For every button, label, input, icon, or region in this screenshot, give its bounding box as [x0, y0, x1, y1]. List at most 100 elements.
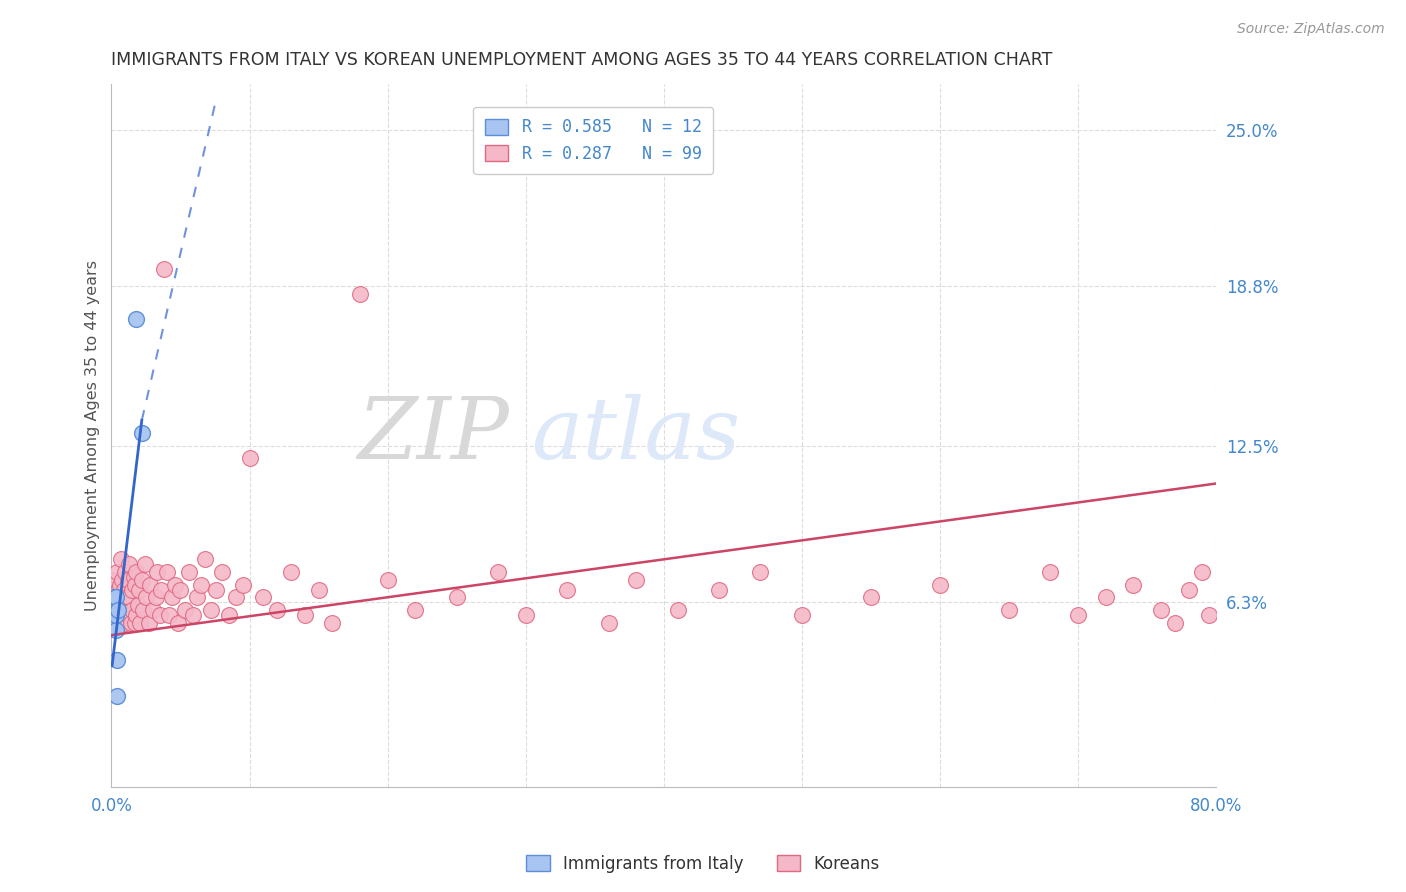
- Point: [125, 607, 148, 622]
- Point: [349, 287, 371, 301]
- Point: [555, 582, 578, 597]
- Point: [1198, 607, 1220, 622]
- Point: [145, 591, 167, 605]
- Point: [404, 603, 426, 617]
- Point: [200, 603, 222, 617]
- Point: [1177, 582, 1199, 597]
- Point: [115, 591, 138, 605]
- Point: [1164, 615, 1187, 630]
- Point: [160, 591, 183, 605]
- Point: [101, 621, 124, 635]
- Point: [190, 577, 212, 591]
- Point: [120, 615, 142, 630]
- Point: [118, 558, 141, 572]
- Text: ZIP: ZIP: [357, 394, 509, 477]
- Point: [129, 615, 152, 630]
- Point: [124, 577, 146, 591]
- Point: [624, 573, 647, 587]
- Point: [138, 615, 160, 630]
- Point: [266, 603, 288, 617]
- Point: [156, 565, 179, 579]
- Point: [103, 615, 125, 630]
- Point: [1039, 565, 1062, 579]
- Point: [666, 603, 689, 617]
- Point: [181, 607, 204, 622]
- Point: [103, 591, 125, 605]
- Legend: R = 0.585   N = 12, R = 0.287   N = 99: R = 0.585 N = 12, R = 0.287 N = 99: [474, 106, 713, 174]
- Point: [122, 570, 145, 584]
- Point: [114, 615, 136, 630]
- Point: [125, 312, 148, 326]
- Point: [112, 603, 135, 617]
- Point: [707, 582, 730, 597]
- Point: [377, 573, 399, 587]
- Point: [118, 591, 141, 605]
- Point: [135, 591, 157, 605]
- Point: [104, 591, 127, 605]
- Point: [790, 607, 813, 622]
- Point: [238, 451, 260, 466]
- Point: [929, 577, 952, 591]
- Point: [446, 591, 468, 605]
- Point: [225, 591, 247, 605]
- Point: [124, 615, 146, 630]
- Point: [105, 689, 128, 703]
- Point: [173, 603, 195, 617]
- Point: [125, 565, 148, 579]
- Point: [308, 582, 330, 597]
- Point: [105, 565, 128, 579]
- Point: [252, 591, 274, 605]
- Point: [321, 615, 343, 630]
- Point: [110, 591, 132, 605]
- Point: [598, 615, 620, 630]
- Point: [105, 603, 128, 617]
- Point: [117, 573, 139, 587]
- Y-axis label: Unemployment Among Ages 35 to 44 years: Unemployment Among Ages 35 to 44 years: [86, 260, 100, 611]
- Point: [232, 577, 254, 591]
- Point: [101, 603, 124, 617]
- Point: [107, 582, 129, 597]
- Point: [131, 573, 153, 587]
- Point: [1094, 591, 1116, 605]
- Point: [115, 603, 138, 617]
- Point: [211, 565, 233, 579]
- Point: [110, 552, 132, 566]
- Point: [1067, 607, 1090, 622]
- Point: [128, 582, 150, 597]
- Point: [1150, 603, 1173, 617]
- Point: [121, 603, 143, 617]
- Point: [132, 603, 155, 617]
- Point: [111, 615, 134, 630]
- Point: [157, 607, 180, 622]
- Point: [218, 607, 240, 622]
- Point: [166, 615, 188, 630]
- Point: [131, 425, 153, 440]
- Point: [142, 603, 165, 617]
- Point: [134, 558, 156, 572]
- Point: [280, 565, 302, 579]
- Point: [111, 573, 134, 587]
- Point: [121, 582, 143, 597]
- Point: [749, 565, 772, 579]
- Point: [177, 565, 200, 579]
- Point: [103, 573, 125, 587]
- Point: [186, 591, 208, 605]
- Point: [205, 582, 228, 597]
- Point: [108, 577, 131, 591]
- Point: [107, 615, 129, 630]
- Point: [112, 582, 135, 597]
- Point: [117, 607, 139, 622]
- Point: [149, 607, 172, 622]
- Point: [150, 582, 173, 597]
- Point: [114, 565, 136, 579]
- Point: [101, 603, 124, 617]
- Point: [859, 591, 882, 605]
- Point: [486, 565, 509, 579]
- Point: [998, 603, 1021, 617]
- Text: IMMIGRANTS FROM ITALY VS KOREAN UNEMPLOYMENT AMONG AGES 35 TO 44 YEARS CORRELATI: IMMIGRANTS FROM ITALY VS KOREAN UNEMPLOY…: [111, 51, 1053, 69]
- Point: [108, 607, 131, 622]
- Point: [104, 623, 127, 637]
- Point: [146, 565, 169, 579]
- Point: [294, 607, 316, 622]
- Point: [107, 603, 129, 617]
